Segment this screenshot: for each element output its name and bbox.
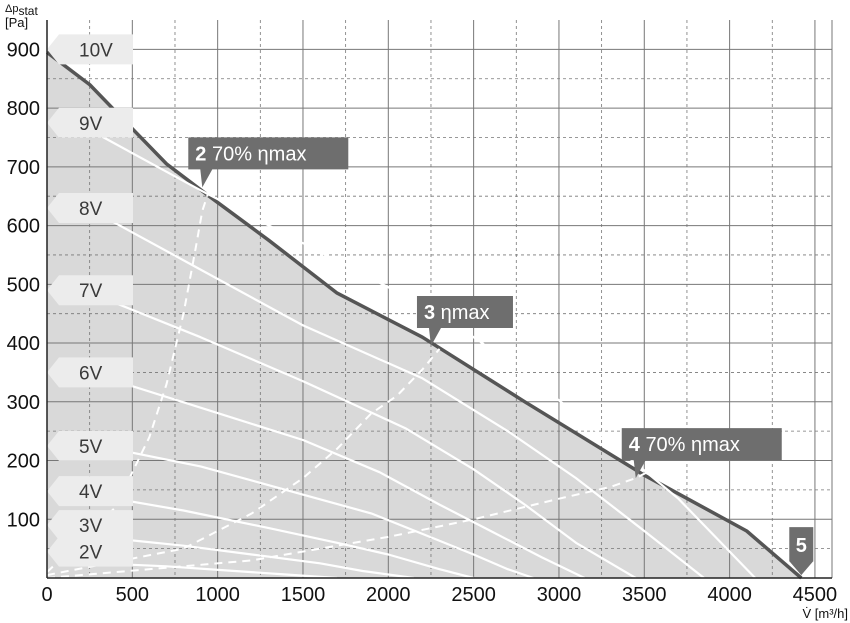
operating-point-3: 3 ηmax xyxy=(416,295,513,346)
voltage-tag-2V: 2V xyxy=(47,536,133,567)
y-tick-label: 900 xyxy=(7,39,40,61)
x-tick-label: 1500 xyxy=(281,584,326,606)
voltage-tag-shape xyxy=(47,430,133,461)
voltage-tag-6V: 6V xyxy=(47,357,133,388)
operating-point-5: 5 xyxy=(789,527,814,576)
x-tick-label: 3000 xyxy=(537,584,582,606)
x-tick-label: 2000 xyxy=(366,584,411,606)
curve-5V xyxy=(97,444,534,580)
x-tick-label: 1000 xyxy=(195,584,240,606)
voltage-tag-shape xyxy=(47,107,133,138)
voltage-tag-shape xyxy=(47,192,133,223)
axes: 0 500 1000 1500 2000 2500 3000 3500 4000 4500 100 2… xyxy=(5,3,848,621)
voltage-tag-label: 3V xyxy=(79,516,103,537)
y-tick-label: 100 xyxy=(7,509,40,531)
point-badge xyxy=(188,137,349,188)
voltage-tag-label: 5V xyxy=(79,437,103,458)
efficiency-line-3 xyxy=(46,468,654,579)
voltage-tag-shape xyxy=(47,510,133,541)
x-tick-label: 3500 xyxy=(622,584,667,606)
x-tick-label: 0 xyxy=(41,584,52,606)
voltage-tag-shape xyxy=(47,275,133,306)
y-axis-label: Δpstat xyxy=(5,3,38,18)
voltage-tag-shape xyxy=(47,476,133,507)
point-label: 5 xyxy=(796,535,807,557)
voltage-tag-9V: 9V xyxy=(47,107,133,138)
voltage-tag-label: 2V xyxy=(79,543,103,564)
voltage-tag-10V: 10V xyxy=(47,34,133,65)
voltage-tag-8V: 8V xyxy=(47,192,133,223)
x-tick-label: 4000 xyxy=(707,584,752,606)
x-tick-label: 500 xyxy=(116,584,149,606)
y-tick-label: 400 xyxy=(7,333,40,355)
y-tick-label: 600 xyxy=(7,216,40,238)
curve-3V xyxy=(98,535,415,580)
operating-point-2: 2 70% ηmax xyxy=(188,137,349,188)
voltage-labels: 10V 9V 8V 7V 6V 5V 4V 3V 2V xyxy=(47,34,133,567)
y-tick-label: 200 xyxy=(7,451,40,473)
point-badge xyxy=(416,295,513,346)
voltage-tag-shape xyxy=(47,34,133,65)
operating-point-4: 4 70% ηmax xyxy=(621,428,782,479)
efficiency-line-2 xyxy=(46,348,441,577)
voltage-tag-label: 6V xyxy=(79,363,103,384)
y-tick-label: 800 xyxy=(7,98,40,120)
voltage-tag-shape xyxy=(47,357,133,388)
curve-9V xyxy=(97,133,756,579)
curve-2V xyxy=(98,562,338,580)
voltage-tag-4V: 4V xyxy=(47,476,133,507)
voltage-tag-5V: 5V xyxy=(47,430,133,461)
point-label: 3 ηmax xyxy=(424,302,490,324)
voltage-tag-label: 10V xyxy=(79,40,113,61)
efficiency-lines xyxy=(46,189,654,579)
x-tick-label: 2500 xyxy=(451,584,496,606)
voltage-tag-label: 8V xyxy=(79,199,103,220)
y-tick-label: 700 xyxy=(7,157,40,179)
curve-7V xyxy=(97,295,637,579)
operating-points: 2 70% ηmax 3 ηmax 4 70% ηmax 5 xyxy=(188,137,814,576)
point-label: 4 70% ηmax xyxy=(629,434,740,456)
voltage-tag-label: 9V xyxy=(79,114,103,135)
curve-6V xyxy=(97,374,586,579)
y-tick-label: 300 xyxy=(7,392,40,414)
efficiency-line-1 xyxy=(46,189,211,573)
point-badge xyxy=(621,428,782,479)
y-tick-label: 500 xyxy=(7,274,40,296)
voltage-tag-label: 7V xyxy=(79,281,103,302)
curve-4V xyxy=(98,494,474,580)
operating-area-fill xyxy=(47,52,802,579)
voltage-tag-7V: 7V xyxy=(47,275,133,306)
point-label: 2 70% ηmax xyxy=(195,143,306,165)
point-badge xyxy=(789,527,814,576)
operating-area xyxy=(47,52,802,579)
voltage-tag-3V: 3V xyxy=(47,510,133,541)
y-axis-unit: [Pa] xyxy=(5,15,28,30)
voltage-tag-label: 4V xyxy=(79,482,103,503)
voltage-tag-shape xyxy=(47,536,133,567)
x-axis-label: V̇ [m³/h] xyxy=(802,606,848,621)
curve-8V xyxy=(97,212,705,579)
x-tick-label: 4500 xyxy=(793,584,838,606)
